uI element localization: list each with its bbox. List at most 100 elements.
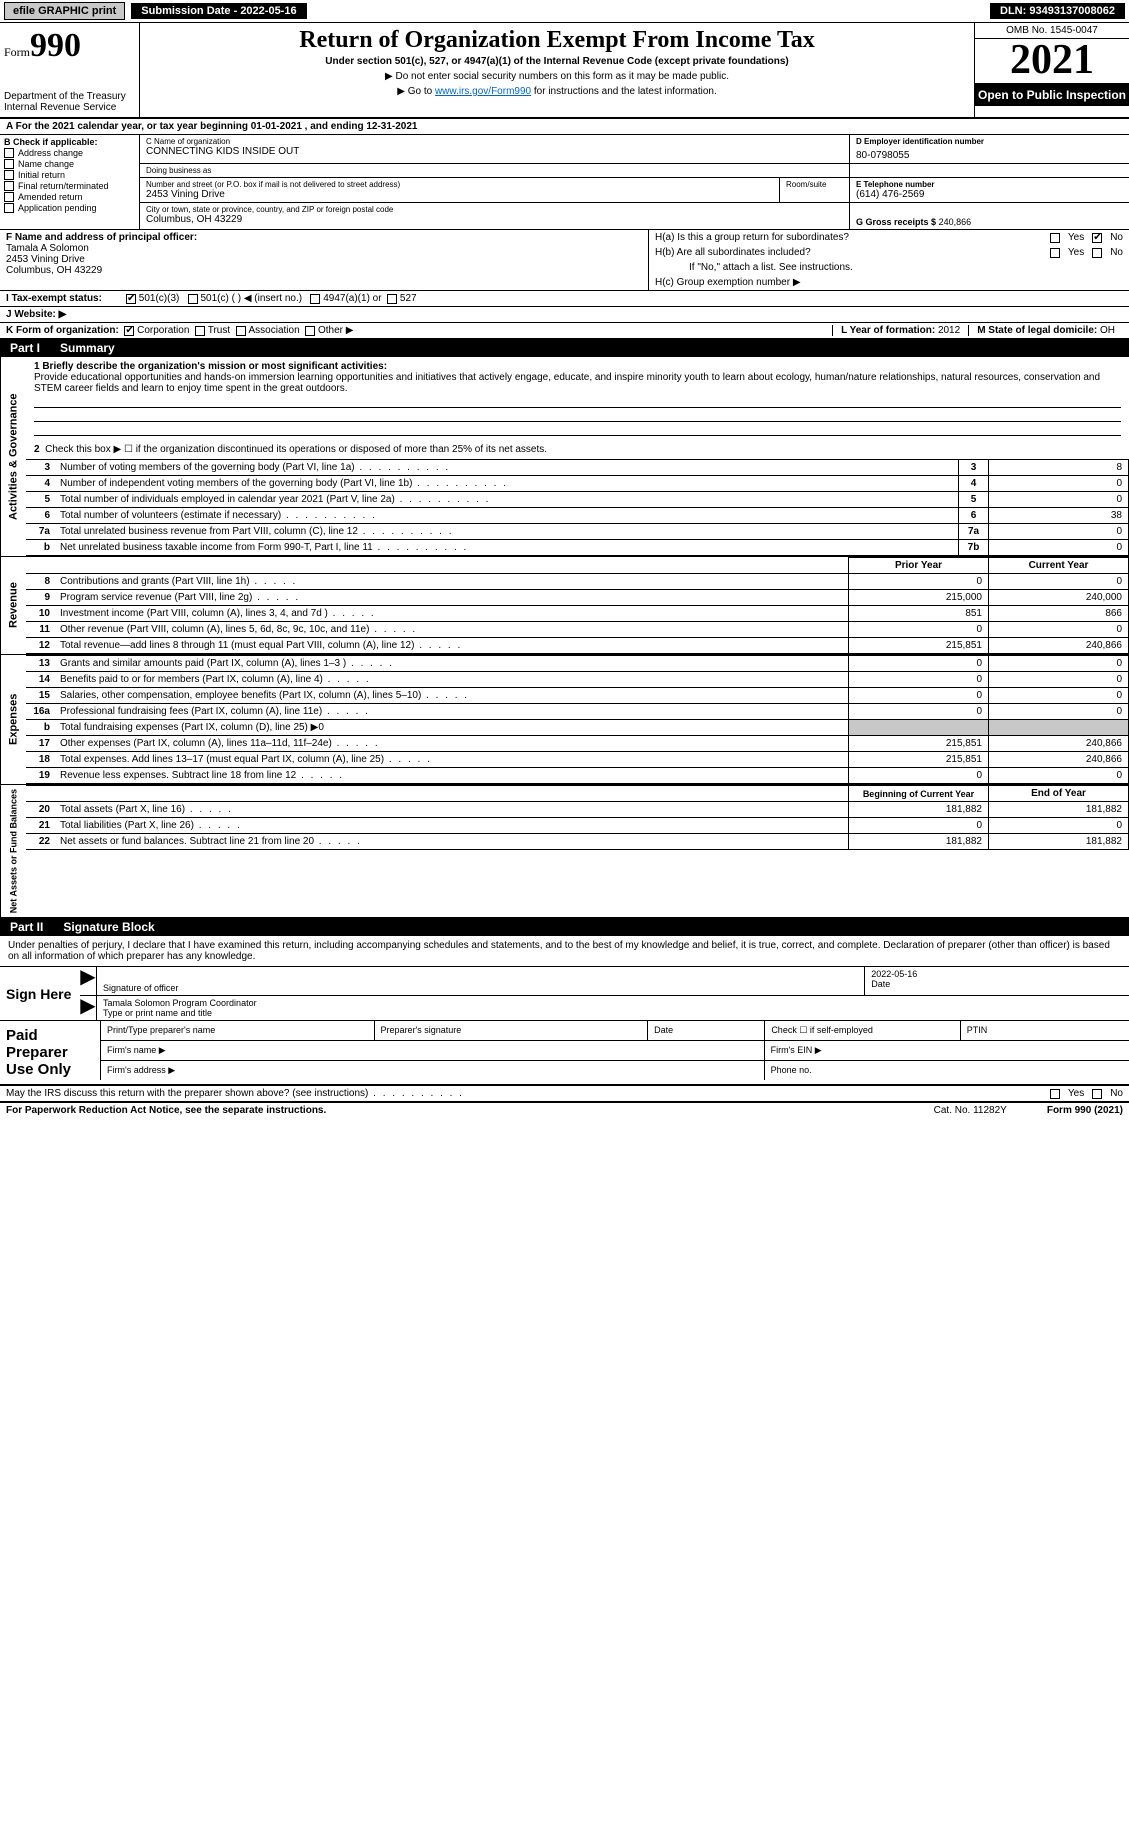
officer-label: F Name and address of principal officer: xyxy=(6,232,642,243)
hb-note: If "No," attach a list. See instructions… xyxy=(689,262,853,273)
sig-officer-label: Signature of officer xyxy=(103,983,858,993)
chk-amended[interactable] xyxy=(4,192,14,202)
chk-name-change[interactable] xyxy=(4,159,14,169)
hdr-prior-year: Prior Year xyxy=(849,558,989,574)
line-desc: Revenue less expenses. Subtract line 18 … xyxy=(54,768,849,784)
line-num: 14 xyxy=(26,672,54,688)
line-num: 4 xyxy=(26,476,54,492)
line-desc: Total expenses. Add lines 13–17 (must eq… xyxy=(54,752,849,768)
section-b: B Check if applicable: Address change Na… xyxy=(0,135,140,229)
section-j: J Website: ▶ xyxy=(0,307,1129,323)
prior-value: 215,000 xyxy=(849,590,989,606)
current-value: 866 xyxy=(989,606,1129,622)
dept-label: Department of the Treasury xyxy=(4,91,135,102)
street-value: 2453 Vining Drive xyxy=(146,189,773,200)
prior-value: 0 xyxy=(849,768,989,784)
chk-other[interactable] xyxy=(305,326,315,336)
discuss-no-checkbox[interactable] xyxy=(1092,1089,1102,1099)
chk-501c[interactable] xyxy=(188,294,198,304)
sign-here-label: Sign Here xyxy=(0,967,80,1020)
vtab-net-assets: Net Assets or Fund Balances xyxy=(0,785,26,917)
chk-association[interactable] xyxy=(236,326,246,336)
prior-value: 0 xyxy=(849,656,989,672)
officer-name: Tamala A Solomon xyxy=(6,243,642,254)
signature-block: Under penalties of perjury, I declare th… xyxy=(0,936,1129,1103)
chk-trust[interactable] xyxy=(195,326,205,336)
chk-527[interactable] xyxy=(387,294,397,304)
line-16b-prior xyxy=(849,720,989,736)
section-h: H(a) Is this a group return for subordin… xyxy=(649,230,1129,290)
chk-501c3[interactable] xyxy=(126,294,136,304)
line1-label: 1 Briefly describe the organization's mi… xyxy=(34,361,387,372)
sig-date-label: Date xyxy=(871,979,1123,989)
vtab-expenses: Expenses xyxy=(0,655,26,784)
header-left: Form990 Department of the Treasury Inter… xyxy=(0,23,140,117)
line-desc: Total revenue—add lines 8 through 11 (mu… xyxy=(54,638,849,654)
lbl-application-pending: Application pending xyxy=(18,203,97,213)
chk-initial-return[interactable] xyxy=(4,170,14,180)
name-title-value: Tamala Solomon Program Coordinator xyxy=(103,998,1123,1008)
fh-block: F Name and address of principal officer:… xyxy=(0,230,1129,291)
chk-corporation[interactable] xyxy=(124,326,134,336)
ha-no-checkbox[interactable] xyxy=(1092,233,1102,243)
chk-address-change[interactable] xyxy=(4,148,14,158)
hb-yes-checkbox[interactable] xyxy=(1050,248,1060,258)
tax-exempt-label: I Tax-exempt status: xyxy=(6,293,126,304)
row-a-mid: , and ending xyxy=(305,121,367,132)
row-a-tax-year: A For the 2021 calendar year, or tax yea… xyxy=(0,119,1129,135)
irs-link[interactable]: www.irs.gov/Form990 xyxy=(435,86,531,97)
prior-value: 215,851 xyxy=(849,736,989,752)
tax-year: 2021 xyxy=(975,39,1129,84)
line-code: 3 xyxy=(959,460,989,476)
perjury-text: Under penalties of perjury, I declare th… xyxy=(0,936,1129,967)
ha-yes-checkbox[interactable] xyxy=(1050,233,1060,243)
line-num: 5 xyxy=(26,492,54,508)
discuss-yes-checkbox[interactable] xyxy=(1050,1089,1060,1099)
line-desc: Professional fundraising fees (Part IX, … xyxy=(54,704,849,720)
line-num: 12 xyxy=(26,638,54,654)
row-a-begin: 01-01-2021 xyxy=(251,121,302,132)
line-desc: Total unrelated business revenue from Pa… xyxy=(54,524,959,540)
line-num: 19 xyxy=(26,768,54,784)
part-1-num: Part I xyxy=(10,341,40,355)
firm-addr-label: Firm's address ▶ xyxy=(100,1061,764,1080)
prior-value: 215,851 xyxy=(849,752,989,768)
lbl-501c: 501(c) ( ) ◀ (insert no.) xyxy=(200,293,302,304)
line-code: 5 xyxy=(959,492,989,508)
current-value: 181,882 xyxy=(989,802,1129,818)
line-desc: Benefits paid to or for members (Part IX… xyxy=(54,672,849,688)
form-number: 990 xyxy=(30,27,81,64)
line-num: 21 xyxy=(26,818,54,834)
dba-label: Doing business as xyxy=(146,166,843,175)
lbl-corporation: Corporation xyxy=(137,325,189,336)
line-num: 13 xyxy=(26,656,54,672)
submission-date-button[interactable]: Submission Date - 2022-05-16 xyxy=(131,3,306,19)
chk-application-pending[interactable] xyxy=(4,203,14,213)
efile-print-button[interactable]: efile GRAPHIC print xyxy=(4,2,125,20)
hb-no-checkbox[interactable] xyxy=(1092,248,1102,258)
prior-value: 181,882 xyxy=(849,802,989,818)
prep-date-label: Date xyxy=(647,1021,764,1040)
prior-value: 215,851 xyxy=(849,638,989,654)
current-value: 0 xyxy=(989,768,1129,784)
chk-final-return[interactable] xyxy=(4,181,14,191)
line-desc: Net unrelated business taxable income fr… xyxy=(54,540,959,556)
footer: For Paperwork Reduction Act Notice, see … xyxy=(0,1103,1129,1118)
line-desc: Total liabilities (Part X, line 26) xyxy=(54,818,849,834)
arrow-icon: ▶ xyxy=(80,967,96,995)
net-assets-table: Beginning of Current Year End of Year 20… xyxy=(26,785,1129,850)
sig-date-value: 2022-05-16 xyxy=(871,969,1123,979)
hdr-current-year: Current Year xyxy=(989,558,1129,574)
lbl-association: Association xyxy=(249,325,300,336)
activities-governance-block: Activities & Governance 1 Briefly descri… xyxy=(0,357,1129,557)
line-desc: Salaries, other compensation, employee b… xyxy=(54,688,849,704)
line-desc: Total number of volunteers (estimate if … xyxy=(54,508,959,524)
tel-label: E Telephone number xyxy=(856,180,1123,189)
inspection-label: Open to Public Inspection xyxy=(975,84,1129,106)
ha-no-label: No xyxy=(1110,232,1123,243)
firm-name-label: Firm's name ▶ xyxy=(100,1041,764,1060)
line-desc: Program service revenue (Part VIII, line… xyxy=(54,590,849,606)
section-b-label: B Check if applicable: xyxy=(4,137,135,147)
part-2-header: Part II Signature Block xyxy=(0,918,1129,936)
chk-4947[interactable] xyxy=(310,294,320,304)
